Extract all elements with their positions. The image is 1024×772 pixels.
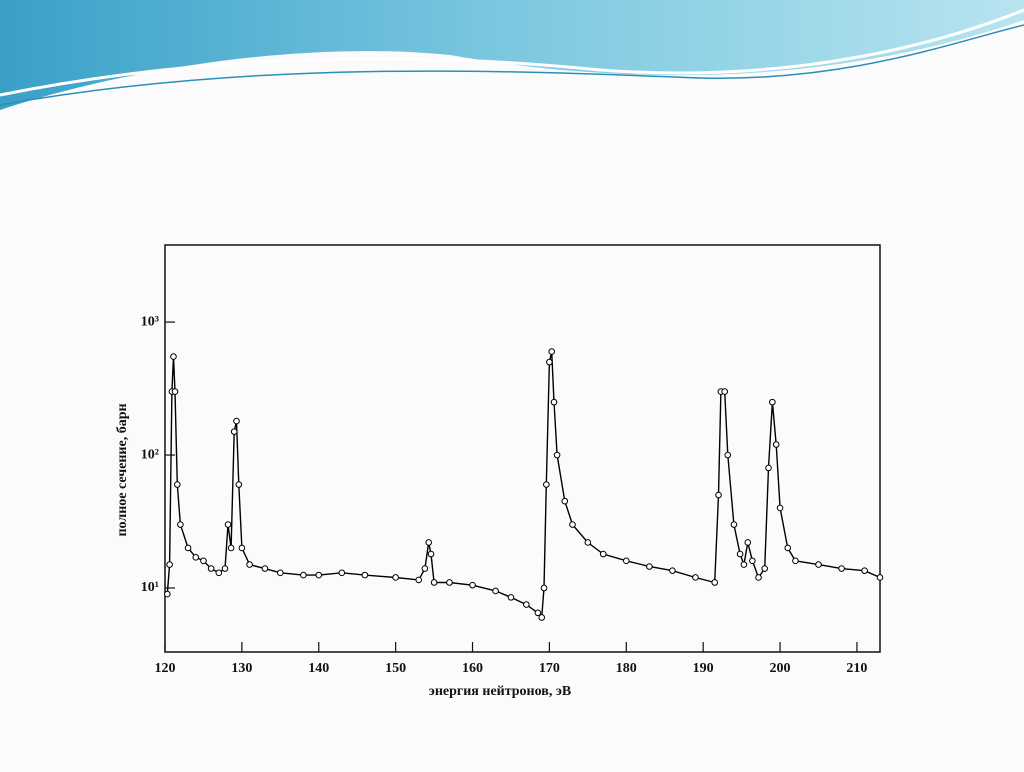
data-point xyxy=(338,569,346,577)
data-point xyxy=(721,388,728,395)
data-point xyxy=(174,481,181,488)
data-point xyxy=(421,565,429,572)
data-point xyxy=(546,358,553,366)
data-point xyxy=(538,614,546,621)
data-point xyxy=(569,521,576,528)
x-tick-label: 180 xyxy=(616,661,637,676)
x-tick-label: 140 xyxy=(308,661,329,676)
y-tick-label: 10³ xyxy=(141,314,159,329)
data-point xyxy=(736,550,744,558)
data-point xyxy=(584,539,592,546)
data-point xyxy=(561,497,569,505)
data-point xyxy=(170,353,177,360)
data-point xyxy=(838,565,845,572)
data-point xyxy=(164,590,171,598)
data-point xyxy=(792,557,799,565)
data-point xyxy=(184,544,192,552)
x-tick-label: 200 xyxy=(770,661,791,676)
data-point xyxy=(215,569,223,577)
x-tick-label: 150 xyxy=(385,661,406,676)
data-point xyxy=(815,561,822,568)
data-point xyxy=(425,539,433,546)
plot-frame xyxy=(164,244,881,653)
data-point xyxy=(523,601,530,608)
y-axis-label: полное сечение, барн xyxy=(115,403,130,536)
x-tick-label: 170 xyxy=(539,661,560,676)
data-point xyxy=(227,544,235,552)
data-point xyxy=(177,521,184,528)
data-point xyxy=(238,544,246,552)
data-point xyxy=(224,521,232,528)
data-point xyxy=(277,569,284,577)
data-point xyxy=(233,417,240,425)
data-point xyxy=(744,539,752,546)
data-point xyxy=(300,571,307,579)
data-point xyxy=(711,579,719,586)
data-point xyxy=(200,557,207,565)
data-point xyxy=(207,565,215,572)
data-point xyxy=(543,481,550,488)
data-point xyxy=(192,554,200,561)
data-point xyxy=(446,579,453,586)
data-point xyxy=(492,587,499,595)
data-point xyxy=(361,571,369,579)
data-point xyxy=(740,561,748,568)
data-point xyxy=(692,574,699,581)
data-point xyxy=(769,398,776,406)
data-point xyxy=(548,348,556,355)
data-point xyxy=(315,571,323,579)
data-point xyxy=(749,557,756,565)
data-point xyxy=(553,451,561,459)
data-point xyxy=(221,565,229,572)
data-point xyxy=(622,557,630,565)
data-point xyxy=(469,581,476,589)
data-point xyxy=(392,574,399,581)
header-swoosh-line xyxy=(0,24,1024,106)
data-point xyxy=(776,504,784,512)
data-point xyxy=(765,464,772,472)
x-axis-label: энергия нейтронов, эВ xyxy=(429,684,571,699)
data-point xyxy=(246,561,253,568)
data-point xyxy=(755,574,762,581)
data-point xyxy=(646,563,653,570)
x-tick-label: 160 xyxy=(462,661,483,676)
x-tick-label: 130 xyxy=(231,661,252,676)
data-point xyxy=(430,579,438,586)
data-line xyxy=(166,351,881,620)
data-point xyxy=(235,481,243,488)
x-tick-label: 190 xyxy=(693,661,714,676)
data-point xyxy=(534,609,542,617)
data-point xyxy=(715,491,722,499)
data-point xyxy=(261,565,269,572)
data-point xyxy=(730,521,738,528)
data-point xyxy=(876,574,884,581)
data-point xyxy=(415,576,423,584)
y-tick-label: 10¹ xyxy=(141,580,159,595)
data-point xyxy=(724,451,732,459)
data-point xyxy=(427,550,435,558)
header-swoosh xyxy=(0,0,1024,110)
data-point xyxy=(599,550,607,558)
data-point xyxy=(669,567,676,574)
x-tick-label: 120 xyxy=(155,661,176,676)
data-point xyxy=(540,584,548,592)
data-point xyxy=(507,594,515,601)
x-tick-label: 210 xyxy=(846,661,867,676)
data-point xyxy=(230,428,238,435)
data-point xyxy=(171,388,179,395)
data-point xyxy=(166,561,173,568)
y-tick-label: 10² xyxy=(141,447,159,462)
data-point xyxy=(784,544,792,552)
data-point xyxy=(761,565,768,572)
data-point xyxy=(861,567,868,574)
data-point xyxy=(550,398,558,406)
data-point xyxy=(772,441,780,448)
header-swoosh-light xyxy=(0,8,1024,97)
